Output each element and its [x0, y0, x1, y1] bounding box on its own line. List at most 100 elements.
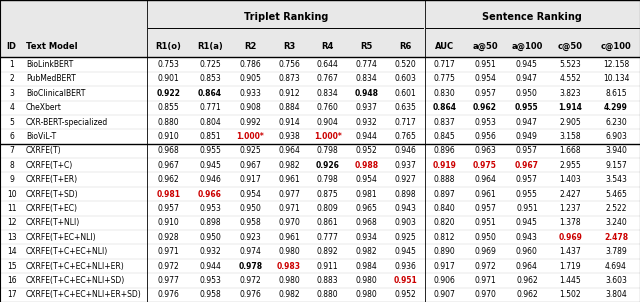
Text: 0.861: 0.861: [317, 218, 339, 227]
Text: 0.934: 0.934: [356, 233, 378, 242]
Text: 0.949: 0.949: [516, 132, 538, 141]
Text: 0.725: 0.725: [199, 60, 221, 69]
Text: 0.982: 0.982: [278, 161, 300, 170]
Text: 0.910: 0.910: [157, 132, 179, 141]
Text: 0.974: 0.974: [239, 247, 261, 256]
Text: CXR-BERT-specialized: CXR-BERT-specialized: [26, 118, 108, 127]
Text: PubMedBERT: PubMedBERT: [26, 75, 76, 83]
Text: 0.950: 0.950: [516, 89, 538, 98]
Text: 12: 12: [7, 218, 17, 227]
Text: 10.134: 10.134: [603, 75, 629, 83]
Text: 0.786: 0.786: [239, 60, 261, 69]
Text: 0.980: 0.980: [356, 290, 378, 299]
Text: 0.945: 0.945: [516, 60, 538, 69]
Text: 0.756: 0.756: [278, 60, 300, 69]
Text: 0.883: 0.883: [317, 276, 339, 285]
Text: 0.977: 0.977: [278, 190, 300, 199]
Text: 0.644: 0.644: [317, 60, 339, 69]
Text: 3.940: 3.940: [605, 146, 627, 156]
Text: 3.823: 3.823: [559, 89, 581, 98]
Text: 2.478: 2.478: [604, 233, 628, 242]
Text: 0.840: 0.840: [434, 204, 456, 213]
Text: 0.946: 0.946: [394, 146, 416, 156]
Text: 4.299: 4.299: [604, 103, 628, 112]
Text: 0.943: 0.943: [516, 233, 538, 242]
Text: 13: 13: [7, 233, 17, 242]
Text: 0.957: 0.957: [474, 204, 496, 213]
Text: a@50: a@50: [472, 41, 498, 51]
Text: 0.951: 0.951: [474, 218, 496, 227]
Text: 0.875: 0.875: [317, 190, 339, 199]
Text: 14: 14: [7, 247, 17, 256]
Text: 0.955: 0.955: [516, 190, 538, 199]
Text: 4.552: 4.552: [559, 75, 581, 83]
Text: 0.945: 0.945: [199, 161, 221, 170]
Text: 0.971: 0.971: [278, 204, 300, 213]
Text: 0.961: 0.961: [474, 190, 496, 199]
Text: 0.923: 0.923: [239, 233, 261, 242]
Text: 1.668: 1.668: [559, 146, 581, 156]
Text: 0.988: 0.988: [355, 161, 378, 170]
Text: 0.952: 0.952: [356, 146, 378, 156]
Text: 0.952: 0.952: [394, 290, 416, 299]
Text: 0.984: 0.984: [356, 262, 378, 271]
Text: 0.927: 0.927: [394, 175, 416, 184]
Text: 0.950: 0.950: [474, 233, 496, 242]
Text: CXRFE(T+C+EC+NLI+ER): CXRFE(T+C+EC+NLI+ER): [26, 262, 125, 271]
Text: 0.771: 0.771: [199, 103, 221, 112]
Text: 0.908: 0.908: [239, 103, 261, 112]
Text: CXRFE(T+EC+NLI): CXRFE(T+EC+NLI): [26, 233, 97, 242]
Text: 9.157: 9.157: [605, 161, 627, 170]
Text: 0.966: 0.966: [198, 190, 222, 199]
Text: 0.964: 0.964: [278, 146, 300, 156]
Text: 0.880: 0.880: [157, 118, 179, 127]
Text: 0.967: 0.967: [515, 161, 539, 170]
Text: 0.980: 0.980: [356, 276, 378, 285]
Text: 0.937: 0.937: [394, 161, 416, 170]
Text: BioViL-T: BioViL-T: [26, 132, 56, 141]
Text: 1: 1: [9, 60, 14, 69]
Text: 0.943: 0.943: [394, 204, 416, 213]
Text: 6.903: 6.903: [605, 132, 627, 141]
Text: 0.975: 0.975: [473, 161, 497, 170]
Text: 0.978: 0.978: [238, 262, 262, 271]
Text: 0.962: 0.962: [473, 103, 497, 112]
Text: 0.938: 0.938: [278, 132, 300, 141]
Text: 0.976: 0.976: [157, 290, 179, 299]
Text: 0.928: 0.928: [157, 233, 179, 242]
Text: 0.947: 0.947: [516, 75, 538, 83]
Text: 0.917: 0.917: [434, 262, 456, 271]
Text: 0.837: 0.837: [434, 118, 456, 127]
Text: 0.937: 0.937: [356, 103, 378, 112]
Text: 0.968: 0.968: [356, 218, 378, 227]
Text: 0.970: 0.970: [278, 218, 300, 227]
Text: 0.962: 0.962: [157, 175, 179, 184]
Text: 17: 17: [7, 290, 17, 299]
Text: 6: 6: [9, 132, 14, 141]
Text: 0.717: 0.717: [394, 118, 416, 127]
Text: 0.964: 0.964: [516, 262, 538, 271]
Text: 0.901: 0.901: [157, 75, 179, 83]
Text: Text Model: Text Model: [26, 42, 77, 50]
Text: 0.960: 0.960: [516, 247, 538, 256]
Text: 0.980: 0.980: [278, 276, 300, 285]
Text: 1.403: 1.403: [559, 175, 581, 184]
Text: 0.972: 0.972: [157, 262, 179, 271]
Text: 0.926: 0.926: [316, 161, 340, 170]
Text: 0.958: 0.958: [239, 218, 261, 227]
Text: 6.230: 6.230: [605, 118, 627, 127]
Text: 0.967: 0.967: [239, 161, 261, 170]
Text: 0.890: 0.890: [434, 247, 456, 256]
Text: 0.951: 0.951: [474, 60, 496, 69]
Text: 0.925: 0.925: [394, 233, 416, 242]
Text: 2.955: 2.955: [559, 161, 581, 170]
Text: CXRFE(T+SD): CXRFE(T+SD): [26, 190, 79, 199]
Text: 0.904: 0.904: [317, 118, 339, 127]
Text: 0.905: 0.905: [239, 75, 261, 83]
Text: 1.437: 1.437: [559, 247, 581, 256]
Text: 1.914: 1.914: [558, 103, 582, 112]
Text: R1(o): R1(o): [155, 42, 181, 50]
Text: 0.953: 0.953: [199, 276, 221, 285]
Text: 3.603: 3.603: [605, 276, 627, 285]
Text: 0.971: 0.971: [157, 247, 179, 256]
